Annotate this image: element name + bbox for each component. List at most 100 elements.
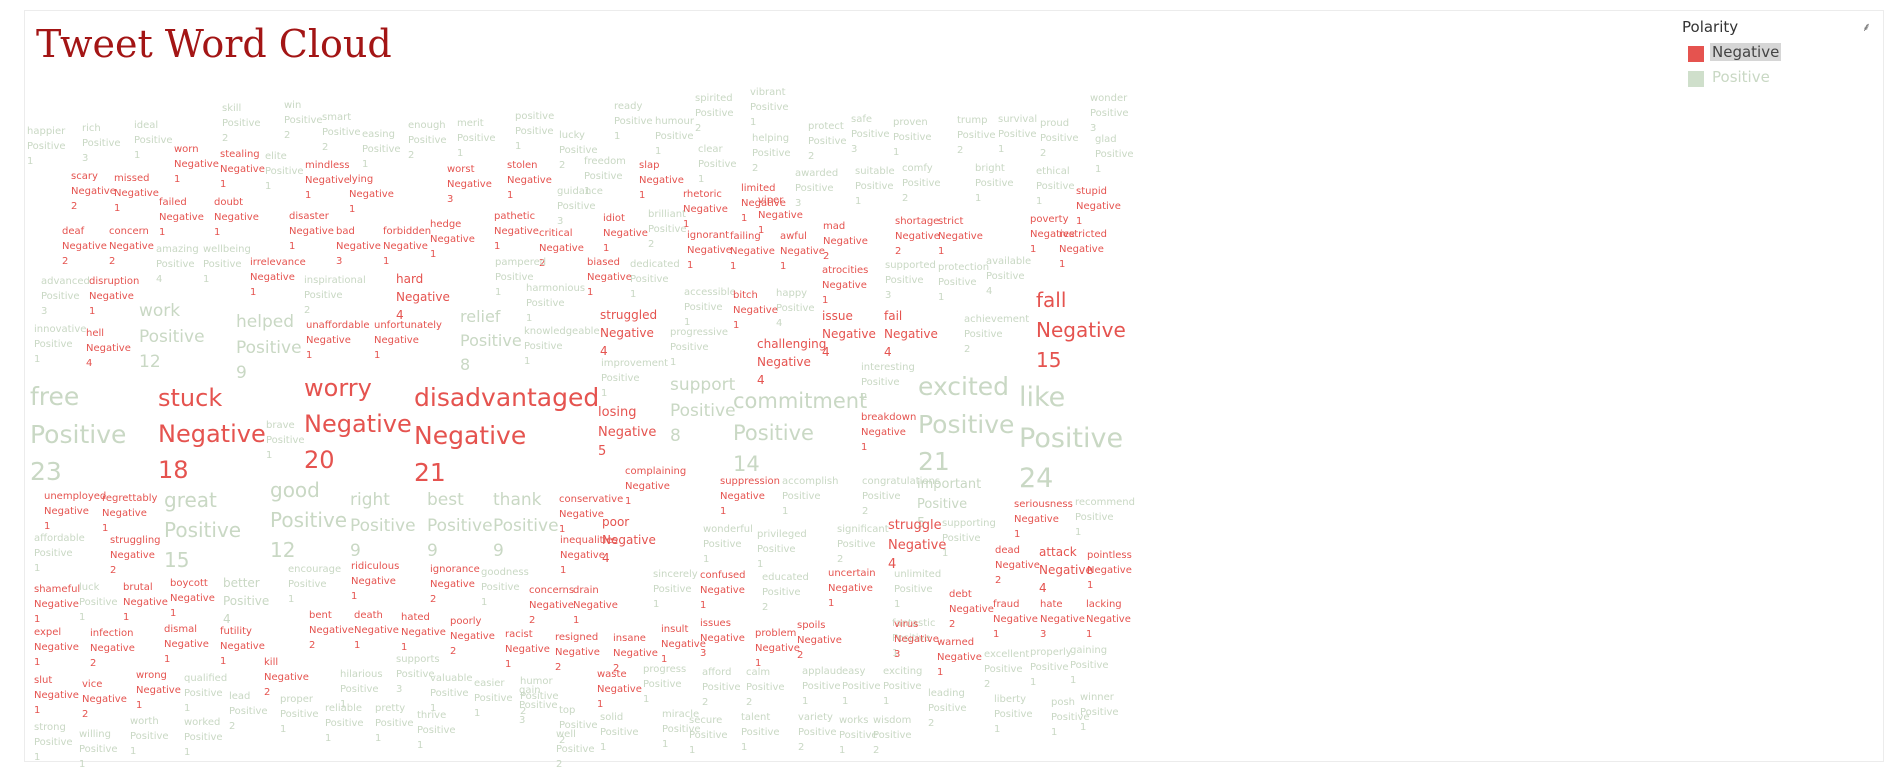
word-liberty[interactable]: liberty Positive 1 <box>994 692 1033 737</box>
word-talent[interactable]: talent Positive 1 <box>741 710 780 755</box>
word-helped[interactable]: helped Positive 9 <box>236 310 302 387</box>
word-inequalities[interactable]: inequalities Negative 1 <box>560 533 618 578</box>
word-waste[interactable]: waste Negative 1 <box>597 667 642 712</box>
word-qualified[interactable]: qualified Positive 1 <box>184 671 227 716</box>
word-strong[interactable]: strong Positive 1 <box>34 720 73 765</box>
word-exciting[interactable]: exciting Positive 1 <box>883 664 922 709</box>
word-challenging[interactable]: challenging Negative 4 <box>757 335 826 389</box>
word-irrelevance[interactable]: irrelevance Negative 1 <box>250 255 306 300</box>
word-pretty[interactable]: pretty Positive 1 <box>375 701 414 746</box>
word-protection[interactable]: protection Positive 1 <box>938 260 989 305</box>
word-available[interactable]: available Positive 4 <box>986 254 1031 299</box>
word-solid[interactable]: solid Positive 1 <box>600 710 639 755</box>
word-restricted[interactable]: restricted Negative 1 <box>1059 227 1107 272</box>
word-seriousness[interactable]: seriousness Negative 1 <box>1014 497 1073 542</box>
word-fall[interactable]: fall Negative 15 <box>1036 285 1126 375</box>
word-positive[interactable]: positive Positive 1 <box>515 109 554 154</box>
word-awful[interactable]: awful Negative 1 <box>780 229 825 274</box>
word-privileged[interactable]: privileged Positive 1 <box>757 527 807 572</box>
word-affordable[interactable]: affordable Positive 1 <box>34 531 85 576</box>
word-slut[interactable]: slut Negative 1 <box>34 673 79 718</box>
word-supporting[interactable]: supporting Positive 1 <box>942 516 996 561</box>
word-dedicated[interactable]: dedicated Positive 1 <box>630 257 680 302</box>
word-expel[interactable]: expel Negative 1 <box>34 625 79 670</box>
word-struggle[interactable]: struggle Negative 4 <box>888 516 946 575</box>
word-spirited[interactable]: spirited Positive 2 <box>695 91 734 136</box>
word-uncertain[interactable]: uncertain Negative 1 <box>828 566 876 611</box>
word-works[interactable]: works Positive 1 <box>839 713 878 758</box>
word-significant[interactable]: significant Positive 2 <box>837 522 889 567</box>
word-pampered[interactable]: pampered Positive 1 <box>495 255 546 300</box>
word-hated[interactable]: hated Negative 1 <box>401 610 446 655</box>
word-wisdom[interactable]: wisdom Positive 2 <box>873 713 912 758</box>
word-racist[interactable]: racist Negative 1 <box>505 627 550 672</box>
word-amazing[interactable]: amazing Positive 4 <box>156 242 199 287</box>
word-happy[interactable]: happy Positive 4 <box>776 286 815 331</box>
word-ready[interactable]: ready Positive 1 <box>614 99 653 144</box>
word-helping[interactable]: helping Positive 2 <box>752 131 791 176</box>
word-posh[interactable]: posh Positive 1 <box>1051 695 1090 740</box>
word-proper[interactable]: proper Positive 1 <box>280 692 319 737</box>
word-dead[interactable]: dead Negative 2 <box>995 543 1040 588</box>
word-complaining[interactable]: complaining Negative 1 <box>625 464 686 509</box>
word-winner[interactable]: winner Positive 1 <box>1080 690 1119 735</box>
word-freedom[interactable]: freedom Positive 1 <box>584 154 626 199</box>
word-proven[interactable]: proven Positive 1 <box>893 115 932 160</box>
word-support[interactable]: support Positive 8 <box>670 373 736 450</box>
word-lying[interactable]: lying Negative 1 <box>349 172 394 217</box>
word-forbidden[interactable]: forbidden Negative 1 <box>383 224 431 269</box>
word-hell[interactable]: hell Negative 4 <box>86 326 131 371</box>
word-worst[interactable]: worst Negative 3 <box>447 162 492 207</box>
word-doubt[interactable]: doubt Negative 1 <box>214 195 259 240</box>
word-worth[interactable]: worth Positive 1 <box>130 714 169 759</box>
word-resigned[interactable]: resigned Negative 2 <box>555 630 600 675</box>
word-worn[interactable]: worn Negative 1 <box>174 142 219 187</box>
word-suitable[interactable]: suitable Positive 1 <box>855 164 895 209</box>
word-achievement[interactable]: achievement Positive 2 <box>964 312 1029 357</box>
word-regrettably[interactable]: regrettably Negative 1 <box>102 491 157 536</box>
word-vibrant[interactable]: vibrant Positive 1 <box>750 85 789 130</box>
word-ideal[interactable]: ideal Positive 1 <box>134 118 173 163</box>
word-hilarious[interactable]: hilarious Positive 1 <box>340 667 383 712</box>
word-easy[interactable]: easy Positive 1 <box>842 664 881 709</box>
word-applaud[interactable]: applaud Positive 1 <box>802 664 842 709</box>
word-easier[interactable]: easier Positive 1 <box>474 676 513 721</box>
word-merit[interactable]: merit Positive 1 <box>457 116 496 161</box>
word-stolen[interactable]: stolen Negative 1 <box>507 158 552 203</box>
word-poverty[interactable]: poverty Negative 1 <box>1030 212 1075 257</box>
word-unlimited[interactable]: unlimited Positive 1 <box>894 567 941 612</box>
word-fantastic[interactable]: fantastic Positive 1 <box>892 616 935 661</box>
word-awarded[interactable]: awarded Positive 3 <box>795 166 838 211</box>
word-interesting[interactable]: interesting Positive 2 <box>861 360 915 405</box>
word-bent[interactable]: bent Negative 2 <box>309 608 354 653</box>
word-comfy[interactable]: comfy Positive 2 <box>902 161 941 206</box>
word-free[interactable]: free Positive 23 <box>30 378 126 491</box>
word-gaining[interactable]: gaining Positive 1 <box>1070 643 1109 688</box>
word-encourage[interactable]: encourage Positive 1 <box>288 562 341 607</box>
word-critical[interactable]: critical Negative 2 <box>539 226 584 271</box>
word-struggling[interactable]: struggling Negative 2 <box>110 533 161 578</box>
word-top[interactable]: top Positive 2 <box>559 703 598 748</box>
word-congratulations[interactable]: congratulations Positive 2 <box>862 474 940 519</box>
pin-icon[interactable]: ⸙ <box>1862 20 1872 34</box>
word-virus[interactable]: virus Negative 3 <box>894 617 939 662</box>
word-breakdown[interactable]: breakdown Negative 1 <box>861 410 916 455</box>
word-suppression[interactable]: suppression Negative 1 <box>720 474 780 519</box>
word-trump[interactable]: trump Positive 2 <box>957 113 996 158</box>
legend-item-positive[interactable]: Positive <box>1688 67 1848 89</box>
word-work[interactable]: work Positive 12 <box>139 299 205 376</box>
word-excellent[interactable]: excellent Positive 2 <box>984 647 1029 692</box>
word-ridiculous[interactable]: ridiculous Negative 1 <box>351 559 399 604</box>
word-issue[interactable]: issue Negative 4 <box>822 307 876 361</box>
word-biased[interactable]: biased Negative 1 <box>587 255 632 300</box>
word-smart[interactable]: smart Positive 2 <box>322 110 361 155</box>
word-clear[interactable]: clear Positive 1 <box>698 142 737 187</box>
word-ignorance[interactable]: ignorance Negative 2 <box>430 562 480 607</box>
word-missed[interactable]: missed Negative 1 <box>114 171 159 216</box>
word-proud[interactable]: proud Positive 2 <box>1040 116 1079 161</box>
word-brave[interactable]: brave Positive 1 <box>266 418 305 463</box>
word-humor[interactable]: humor Positive 2 <box>520 674 559 719</box>
word-inspirational[interactable]: inspirational Positive 2 <box>304 273 366 318</box>
word-hedge[interactable]: hedge Negative 1 <box>430 217 475 262</box>
word-concerns[interactable]: concerns Negative 2 <box>529 583 574 628</box>
